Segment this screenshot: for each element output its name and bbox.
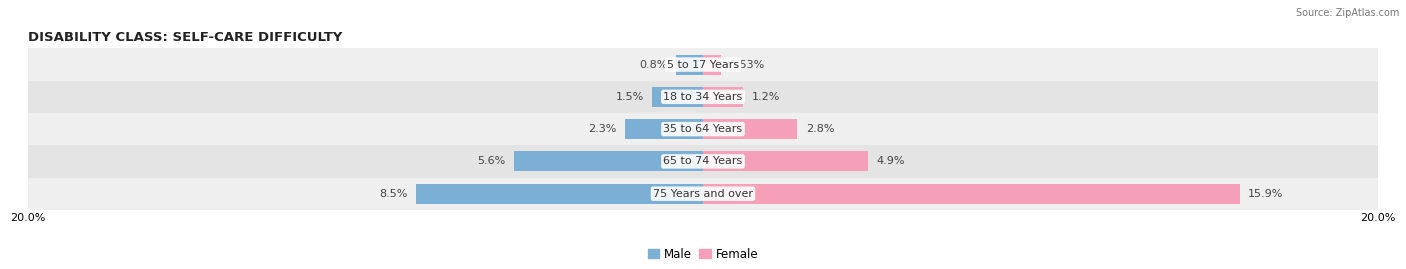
Bar (703, 151, 869, 171)
Text: 18 to 34 Years: 18 to 34 Years (664, 92, 742, 102)
Text: 15.9%: 15.9% (1249, 189, 1284, 199)
Text: 2.8%: 2.8% (806, 124, 834, 134)
Bar (703, 87, 744, 107)
Text: 8.5%: 8.5% (380, 189, 408, 199)
Bar (416, 184, 703, 204)
Bar (28, 145, 1378, 178)
Legend: Male, Female: Male, Female (643, 243, 763, 265)
Bar (28, 48, 1378, 81)
Text: 0.8%: 0.8% (640, 59, 668, 70)
Bar (626, 119, 703, 139)
Text: 5.6%: 5.6% (478, 156, 506, 167)
Text: 35 to 64 Years: 35 to 64 Years (664, 124, 742, 134)
Text: 1.5%: 1.5% (616, 92, 644, 102)
Bar (28, 178, 1378, 210)
Text: 65 to 74 Years: 65 to 74 Years (664, 156, 742, 167)
Bar (28, 81, 1378, 113)
Text: 4.9%: 4.9% (877, 156, 905, 167)
Text: Source: ZipAtlas.com: Source: ZipAtlas.com (1295, 8, 1399, 18)
Text: 75 Years and over: 75 Years and over (652, 189, 754, 199)
Bar (652, 87, 703, 107)
Bar (703, 119, 797, 139)
Bar (28, 113, 1378, 145)
Text: 2.3%: 2.3% (589, 124, 617, 134)
Bar (703, 55, 721, 75)
Text: 5 to 17 Years: 5 to 17 Years (666, 59, 740, 70)
Text: 1.2%: 1.2% (752, 92, 780, 102)
Text: DISABILITY CLASS: SELF-CARE DIFFICULTY: DISABILITY CLASS: SELF-CARE DIFFICULTY (28, 31, 343, 44)
Bar (676, 55, 703, 75)
Bar (515, 151, 703, 171)
Bar (703, 184, 1240, 204)
Text: 0.53%: 0.53% (730, 59, 765, 70)
